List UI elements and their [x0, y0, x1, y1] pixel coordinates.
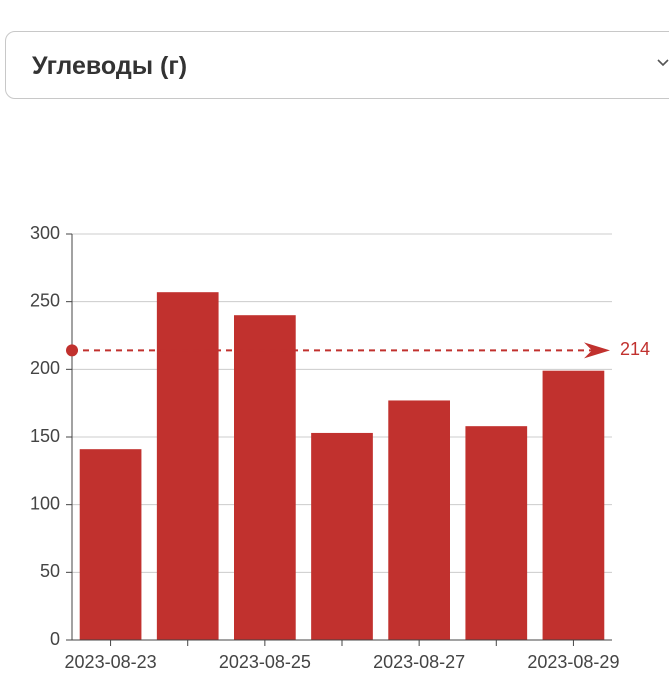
y-tick-label: 250	[30, 290, 60, 310]
y-tick-label: 300	[30, 223, 60, 243]
x-tick-label: 2023-08-25	[219, 652, 311, 672]
average-dot	[66, 344, 78, 357]
y-tick-label: 200	[30, 358, 60, 378]
bar	[311, 432, 373, 640]
dropdown[interactable]: Углеводы (г)	[5, 31, 669, 99]
chevron	[657, 59, 669, 67]
dropdown-label: Углеводы (г)	[32, 52, 188, 80]
y-tick-label: 50	[40, 561, 60, 581]
y-tick-label: 100	[30, 493, 60, 513]
bar	[234, 315, 296, 640]
y-tick-label: 150	[30, 426, 60, 446]
bar	[388, 400, 450, 640]
bar	[542, 370, 605, 640]
average-label: 214	[620, 339, 650, 359]
bar	[156, 292, 219, 640]
x-tick-label: 2023-08-29	[527, 652, 619, 672]
average-arrow	[584, 342, 610, 359]
bar	[79, 449, 142, 640]
bar	[465, 426, 528, 640]
x-tick-label: 2023-08-27	[373, 652, 465, 672]
x-tick-label: 2023-08-23	[65, 652, 157, 672]
y-tick-label: 0	[50, 629, 60, 649]
